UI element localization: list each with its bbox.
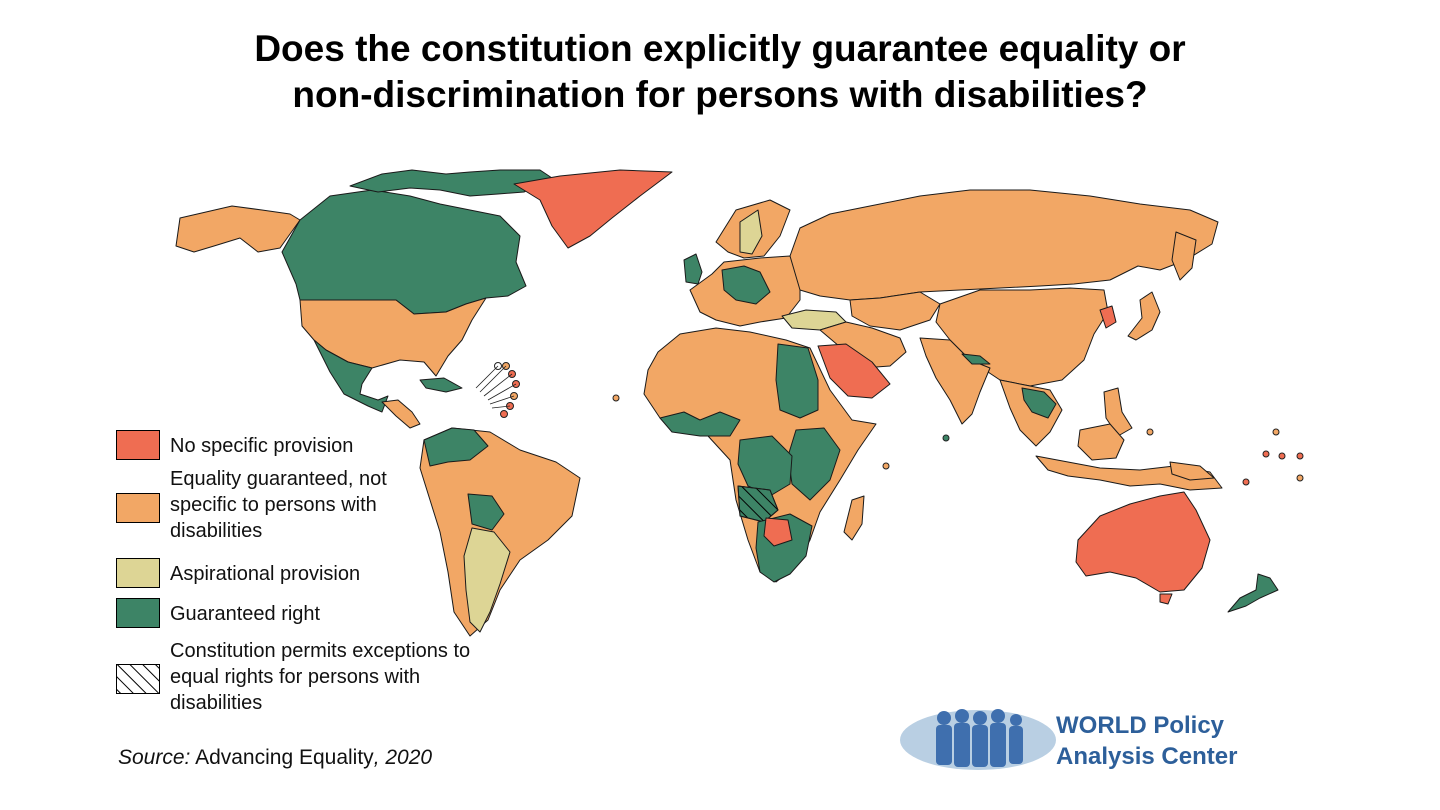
region-nepal (961, 353, 991, 365)
legend-label: Equality guaranteed, not specific to per… (170, 468, 387, 542)
region-central-america (381, 399, 421, 429)
region-india (919, 337, 991, 425)
region-russia (789, 189, 1219, 301)
region-kamchatka (1171, 231, 1197, 281)
pacific-island-markers (612, 394, 1304, 486)
source-note: Source: Advancing Equality, 2020 (118, 746, 432, 770)
legend-label: Guaranteed right (170, 603, 321, 625)
region-uk (683, 253, 703, 285)
source-year: , 2020 (373, 746, 433, 769)
region-central-europe (721, 265, 771, 305)
region-west-africa-guaranteed (659, 411, 741, 437)
world-policy-logo: WORLD Policy Analysis Center (898, 700, 1278, 780)
region-papua (1169, 461, 1215, 481)
region-alaska (175, 205, 301, 253)
region-japan (1127, 291, 1161, 341)
region-thailand-cambodia (1021, 387, 1057, 419)
logo-people-globe-icon (900, 709, 1056, 770)
region-botswana (763, 517, 793, 547)
region-mexico (313, 339, 389, 413)
region-sweden (739, 209, 763, 255)
region-indonesia (1035, 455, 1223, 491)
region-bolivia (467, 493, 505, 531)
source-prefix: Source: (118, 746, 191, 769)
region-madagascar (843, 495, 865, 541)
region-venezuela-colombia (423, 427, 489, 467)
region-drc (737, 435, 793, 497)
region-cuba (419, 377, 463, 393)
region-angola-hatch (737, 485, 779, 523)
region-egypt-sudan (775, 343, 819, 419)
region-argentina-chile (463, 527, 511, 633)
legend-label: No specific provision (170, 435, 354, 457)
region-central-asia (849, 291, 941, 331)
legend-swatch-equality (116, 493, 160, 523)
region-australia (1075, 491, 1211, 593)
map-title: Does the constitution explicitly guarant… (0, 26, 1440, 118)
title-line-2: non-discrimination for persons with disa… (292, 74, 1148, 115)
region-new-zealand (1227, 573, 1279, 613)
region-north-korea (1099, 305, 1117, 329)
legend-label: Aspirational provision (170, 563, 361, 585)
legend-swatch-no-provision (116, 430, 160, 460)
region-south-america (419, 427, 581, 637)
region-philippines (1103, 387, 1133, 437)
source-text: Advancing Equality (195, 746, 374, 769)
region-borneo (1077, 423, 1125, 461)
title-line-1: Does the constitution explicitly guarant… (254, 28, 1186, 69)
logo-line-1: WORLD Policy (1056, 712, 1225, 739)
legend-swatch-aspirational (116, 558, 160, 588)
legend-swatch-exceptions-hatch (116, 664, 160, 694)
region-canada (281, 189, 527, 315)
caribbean-island-markers (475, 362, 520, 418)
legend-swatch-guaranteed (116, 598, 160, 628)
region-saudi-arabia (817, 343, 891, 399)
legend-label: Constitution permits exceptions to equal… (170, 640, 471, 714)
logo-line-2: Analysis Center (1056, 743, 1238, 770)
region-tasmania (1159, 593, 1173, 605)
logo-text: WORLD Policy Analysis Center (1056, 710, 1237, 772)
region-greenland (513, 169, 673, 249)
